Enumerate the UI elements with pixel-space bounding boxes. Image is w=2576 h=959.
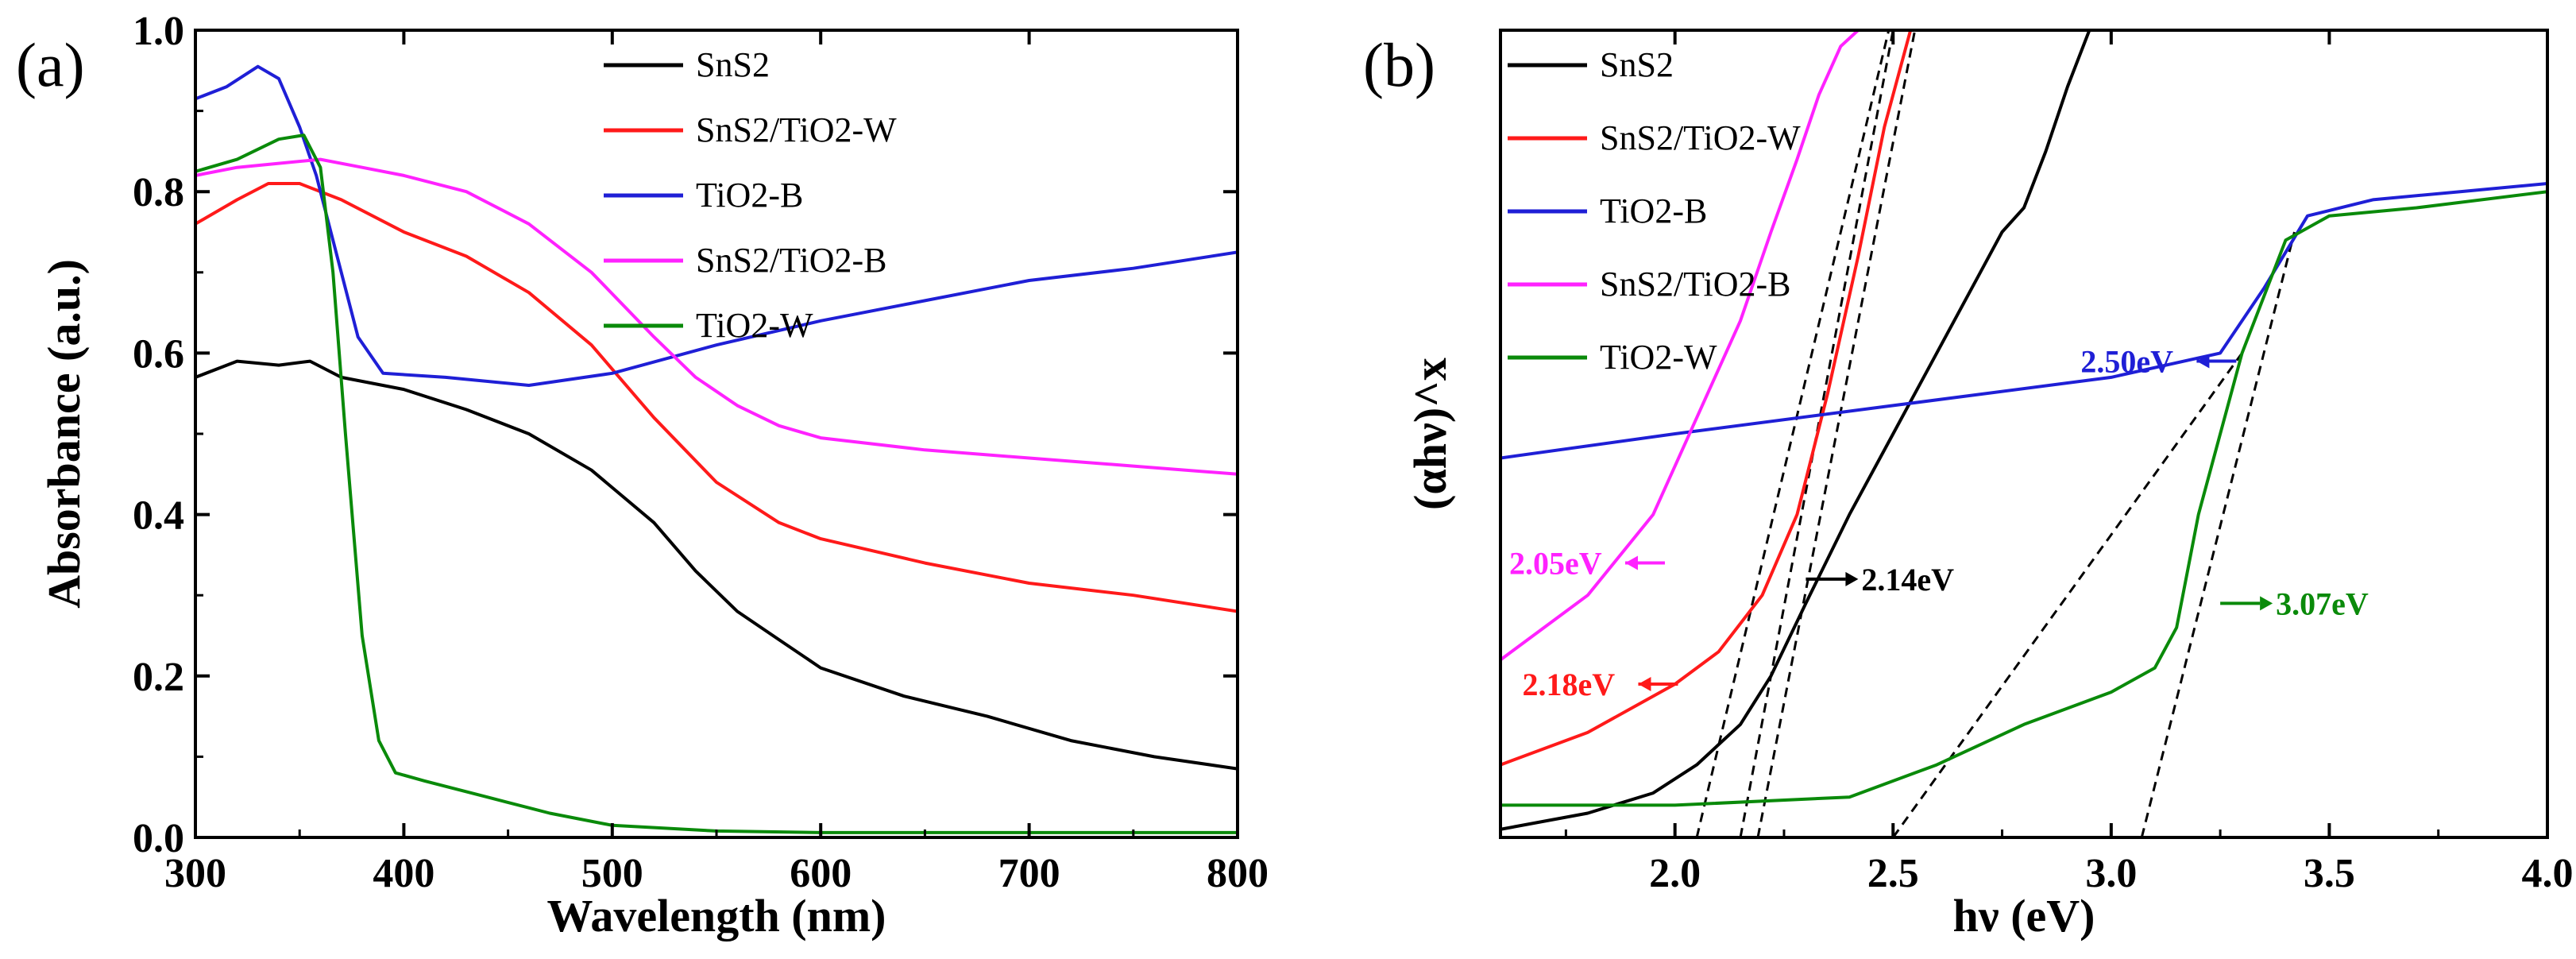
- panel-b-annotation-2-18ev: 2.18eV: [1522, 667, 1615, 702]
- panel-a-axes: 300 400 500 600 700 800 0.0 0.2 0.4 0.6 0.8 1.0: [133, 9, 1269, 896]
- panel-a-legend-label-tio2-w: TiO2-W: [696, 306, 813, 345]
- panel-a-y-tick-label: 0.0: [133, 816, 184, 861]
- panel-b-annotations: 2.05eV 2.18eV 2.14eV 2.50eV 3.07eV: [1509, 344, 2369, 702]
- panel-a-y-tick-label: 0.8: [133, 170, 184, 215]
- panel-b-annotation-arrow-head: [2260, 596, 2273, 611]
- panel-b-annotation-arrow-head: [1624, 555, 1638, 570]
- panel-b-x-axis-label: hν (eV): [1953, 890, 2095, 942]
- panel-a: (a) 300 400 500 600 700 800 0.0 0.2 0.4 0.6 0.8 1.0…: [16, 9, 1269, 942]
- panel-a-x-tick-label: 600: [790, 851, 852, 896]
- panel-b-legend-label-sns2-tio2-w: SnS2/TiO2-W: [1600, 118, 1801, 157]
- panel-b-plot-frame: [1499, 29, 2549, 839]
- panel-b-x-tick-label: 4.0: [2522, 851, 2574, 896]
- panel-a-legend-label-sns2-tio2-w: SnS2/TiO2-W: [696, 110, 897, 149]
- panel-b-x-tick-label: 2.5: [1867, 851, 1919, 896]
- panel-b-annotation-3-07ev: 3.07eV: [2276, 586, 2369, 621]
- panel-b-x-tick-label: 3.5: [2304, 851, 2355, 896]
- panel-b-tangent-line: [2140, 231, 2296, 837]
- panel-a-label: (a): [16, 30, 85, 99]
- panel-b-series-sns2-tio2-w: [1500, 30, 1913, 767]
- panel-a-series-group: [195, 64, 1238, 834]
- panel-b-legend-label-tio2-w: TiO2-W: [1600, 338, 1717, 377]
- panel-a-x-tick-label: 700: [998, 851, 1060, 896]
- panel-a-series-tio2-w: [195, 133, 1238, 834]
- panel-b-series-sns2-tio2-b: [1500, 30, 1860, 662]
- panel-a-x-tick-label: 800: [1207, 851, 1269, 896]
- panel-a-legend-label-sns2: SnS2: [696, 45, 770, 84]
- panel-b-tangent-line: [1739, 30, 1894, 837]
- panel-b-annotation-2-14ev: 2.14eV: [1861, 562, 1954, 597]
- panel-b-x-tick-label: 2.0: [1649, 851, 1701, 896]
- panel-b-annotation-arrow-head: [2196, 354, 2210, 369]
- panel-a-x-axis-label: Wavelength (nm): [547, 890, 886, 942]
- panel-a-x-tick-label: 400: [373, 851, 434, 896]
- panel-a-y-tick-label: 0.6: [133, 331, 184, 377]
- panel-b-y-axis-label: (αhν)^x: [1404, 358, 1456, 510]
- panel-a-legend: SnS2 SnS2/TiO2-W TiO2-B SnS2/TiO2-B TiO2-W: [604, 45, 897, 345]
- panel-b-axes: 2.0 2.5 3.0 3.5 4.0: [1499, 29, 2574, 896]
- panel-a-y-axis-label: Absorbance (a.u.): [38, 259, 90, 609]
- panel-a-y-tick-label: 0.4: [133, 493, 184, 539]
- panel-b-annotation-2-50ev: 2.50eV: [2080, 344, 2173, 380]
- panel-b-legend-label-sns2-tio2-b: SnS2/TiO2-B: [1600, 265, 1791, 304]
- panel-b-x-tick-label: 3.0: [2085, 851, 2137, 896]
- panel-b-legend-label-tio2-b: TiO2-B: [1600, 191, 1707, 230]
- panel-b-annotation-arrow-head: [1845, 571, 1859, 586]
- panel-b-annotation-arrow-head: [1638, 676, 1651, 691]
- panel-a-legend-label-sns2-tio2-b: SnS2/TiO2-B: [696, 241, 887, 280]
- panel-b: (b) 2.0 2.5 3.0 3.5 4.0 hν (eV) (αhν)^x SnS2…: [1363, 29, 2574, 942]
- panel-b-series-group: [1500, 30, 2547, 831]
- panel-a-plot-frame: [194, 29, 1239, 839]
- panel-b-tangent-line: [1695, 30, 1890, 837]
- panel-a-legend-label-tio2-b: TiO2-B: [696, 176, 803, 215]
- panel-b-legend-label-sns2: SnS2: [1600, 45, 1674, 84]
- panel-b-label: (b): [1363, 30, 1435, 99]
- panel-b-series-sns2: [1500, 30, 2091, 831]
- panel-a-y-tick-label: 1.0: [133, 9, 184, 54]
- panel-a-x-tick-label: 500: [581, 851, 643, 896]
- panel-a-series-sns2: [195, 359, 1238, 771]
- panel-a-series-sns2-tio2-b: [195, 157, 1238, 476]
- panel-b-series-tio2-b: [1500, 182, 2547, 460]
- panel-a-y-tick-label: 0.2: [133, 655, 184, 700]
- panel-b-tangent-line: [1756, 30, 1917, 837]
- panel-b-legend: SnS2 SnS2/TiO2-W TiO2-B SnS2/TiO2-B TiO2-W: [1508, 45, 1801, 377]
- panel-a-x-tick-label: 300: [164, 851, 226, 896]
- panel-b-annotation-2-05ev: 2.05eV: [1509, 546, 1602, 582]
- panel-a-series-sns2-tio2-w: [195, 182, 1238, 613]
- panel-a-series-tio2-b: [195, 64, 1238, 387]
- panel-b-series-tio2-w: [1500, 190, 2547, 807]
